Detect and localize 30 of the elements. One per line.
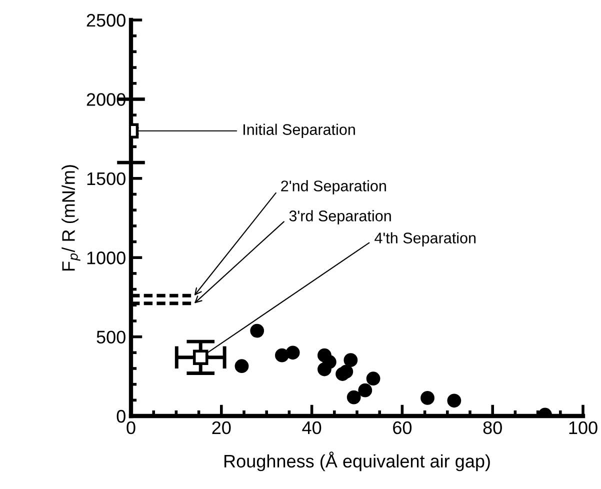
x-tick-label: 80 bbox=[483, 421, 502, 434]
x-tick-label: 40 bbox=[302, 421, 322, 434]
point bbox=[318, 362, 332, 376]
point bbox=[286, 346, 300, 360]
annotation: 2'nd Separation bbox=[281, 180, 386, 194]
point bbox=[358, 383, 372, 398]
annotation: 3'rd Separation bbox=[289, 210, 391, 224]
x-axis-title: Roughness (Å equivalent air gap) bbox=[224, 452, 490, 472]
y-tick-label: 1500 bbox=[87, 172, 126, 186]
annotation: Initial Separation bbox=[244, 124, 355, 138]
y-tick-label: 1000 bbox=[87, 252, 126, 264]
point bbox=[366, 372, 380, 386]
point bbox=[275, 348, 289, 362]
point bbox=[447, 394, 462, 408]
y-tick-label: 2500 bbox=[86, 14, 126, 27]
y-axis-title: F$_{p}$/ R (mN/m) bbox=[62, 165, 80, 271]
x-tick-label: 100 bbox=[569, 421, 598, 434]
point bbox=[250, 324, 264, 338]
y-tick-label: 0 bbox=[116, 410, 126, 423]
y-tick-label: 500 bbox=[96, 330, 126, 344]
y-tick-label: 2000 bbox=[86, 93, 126, 106]
x-tick-label: 0 bbox=[126, 421, 136, 434]
point bbox=[420, 391, 434, 405]
point bbox=[234, 359, 249, 374]
x-tick-label: 60 bbox=[393, 421, 412, 434]
annotation: 4'th Separation bbox=[374, 232, 476, 246]
point bbox=[339, 364, 354, 379]
point bbox=[344, 353, 358, 368]
x-tick-label: 20 bbox=[212, 421, 231, 434]
point bbox=[346, 390, 361, 404]
